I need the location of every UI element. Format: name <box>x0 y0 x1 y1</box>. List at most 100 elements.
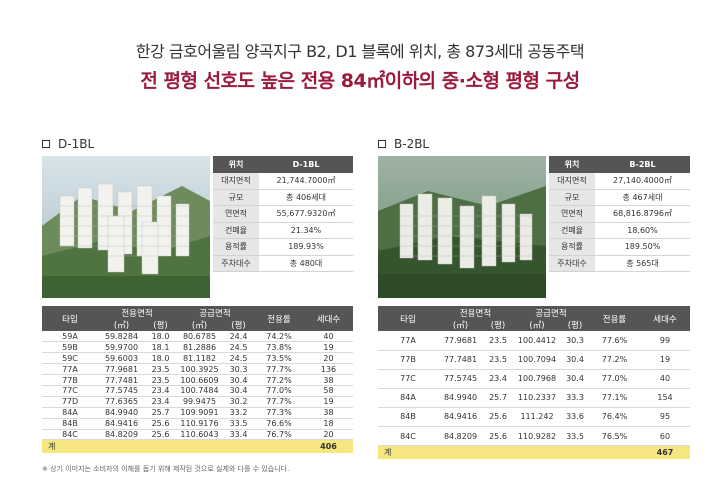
supply-m2-cell: 100.7968 <box>513 369 561 389</box>
unit-table-b2: 타입 전용면적 공급면적 전용률 세대수 (㎡) (평) (㎡) (평) 77A… <box>378 306 690 459</box>
table-row: 77B 77.7481 23.5 100.6609 30.4 77.2% 38 <box>42 374 353 386</box>
info-label: 위치 <box>213 156 259 173</box>
info-table-b2: 위치 B-2BL 대지면적 27,140.4000㎡ 규모 총 467세대 연면적 68,81… <box>549 156 690 272</box>
ratio-cell: 73.8% <box>254 341 304 354</box>
table-row: 84A 84.9940 25.7 110.2337 33.3 77.1% 154 <box>378 388 690 408</box>
count-cell: 38 <box>304 407 353 419</box>
supply-m2-cell: 81.2886 <box>176 341 223 354</box>
excl-m2-cell: 84.8209 <box>438 426 483 447</box>
ratio-cell: 77.3% <box>254 407 304 419</box>
total-count: 467 <box>640 445 690 459</box>
excl-py-cell: 23.4 <box>483 369 513 389</box>
unit-pyeong: (평) <box>561 319 589 331</box>
count-cell: 38 <box>304 374 353 386</box>
col-exclusive-area: 전용면적 <box>98 306 176 319</box>
type-cell: 77A <box>378 331 438 351</box>
supply-py-cell: 24.5 <box>223 352 254 365</box>
info-value: B-2BL <box>595 156 690 173</box>
unit-m2: (㎡) <box>438 319 483 331</box>
type-cell: 84B <box>42 418 98 430</box>
col-ratio: 전용률 <box>589 306 640 331</box>
info-value: 55,677.9320㎡ <box>259 205 353 223</box>
table-row: 84A 84.9940 25.7 109.9091 33.2 77.3% 38 <box>42 407 353 419</box>
info-header-row: 위치 B-2BL <box>549 156 690 173</box>
info-value: 총 565대 <box>595 255 690 272</box>
excl-py-cell: 23.5 <box>145 363 176 376</box>
col-exclusive-area: 전용면적 <box>438 306 513 319</box>
excl-py-cell: 18.0 <box>145 331 176 343</box>
excl-py-cell: 23.4 <box>145 385 176 397</box>
table-row: 59B 59.9700 18.1 81.2886 24.5 73.8% 19 <box>42 341 353 354</box>
info-row: 연면적 55,677.9320㎡ <box>213 205 353 223</box>
ratio-cell: 77.1% <box>589 388 640 408</box>
block-title-label: B-2BL <box>394 137 430 151</box>
supply-m2-cell: 80.6785 <box>176 331 223 343</box>
excl-m2-cell: 59.9700 <box>98 341 145 354</box>
count-cell: 136 <box>304 363 353 376</box>
col-supply-area: 공급면적 <box>513 306 589 319</box>
supply-py-cell: 24.4 <box>223 331 254 343</box>
info-value: 189.50% <box>595 238 690 256</box>
info-label: 용적률 <box>213 238 259 256</box>
supply-m2-cell: 111.242 <box>513 407 561 427</box>
info-row: 용적률 189.93% <box>213 238 353 256</box>
unit-pyeong: (평) <box>483 319 513 331</box>
supply-py-cell: 30.4 <box>223 374 254 386</box>
count-cell: 20 <box>304 429 353 441</box>
table-row: 77A 77.9681 23.5 100.3925 30.3 77.7% 136 <box>42 363 353 376</box>
supply-m2-cell: 110.2337 <box>513 388 561 408</box>
supply-py-cell: 30.4 <box>561 350 589 370</box>
info-value: 21.34% <box>259 222 353 239</box>
unit-pyeong: (평) <box>145 319 176 331</box>
supply-py-cell: 33.2 <box>223 407 254 419</box>
block-title-label: D-1BL <box>58 137 95 151</box>
type-cell: 84C <box>378 426 438 447</box>
supply-m2-cell: 100.3925 <box>176 363 223 376</box>
count-cell: 154 <box>640 388 690 408</box>
ratio-cell: 76.5% <box>589 426 640 447</box>
info-table-d1: 위치 D-1BL 대지면적 21,744.7000㎡ 규모 총 406세대 연면적 55,67… <box>213 156 353 272</box>
type-cell: 77D <box>42 396 98 408</box>
col-supply-area: 공급면적 <box>176 306 254 319</box>
excl-m2-cell: 77.5745 <box>438 369 483 389</box>
square-bullet-icon <box>378 140 386 148</box>
total-label: 계 <box>378 445 438 459</box>
block-title-d1: D-1BL <box>42 137 94 151</box>
supply-py-cell: 30.3 <box>561 331 589 351</box>
block-title-b2: B-2BL <box>378 137 429 151</box>
supply-m2-cell: 100.4412 <box>513 331 561 351</box>
ratio-cell: 77.0% <box>254 385 304 397</box>
excl-py-cell: 23.5 <box>483 331 513 351</box>
excl-m2-cell: 84.9416 <box>438 407 483 427</box>
excl-m2-cell: 77.9681 <box>98 363 145 376</box>
excl-m2-cell: 77.9681 <box>438 331 483 351</box>
total-label: 계 <box>42 439 98 453</box>
supply-py-cell: 30.4 <box>223 385 254 397</box>
type-cell: 77C <box>378 369 438 389</box>
excl-py-cell: 23.5 <box>483 350 513 370</box>
count-cell: 99 <box>640 331 690 351</box>
info-label: 건폐율 <box>549 222 595 239</box>
info-label: 위치 <box>549 156 595 173</box>
info-row: 건폐율 21.34% <box>213 222 353 239</box>
info-value: 21,744.7000㎡ <box>259 172 353 190</box>
info-value: 27,140.4000㎡ <box>595 172 690 190</box>
table-row: 77A 77.9681 23.5 100.4412 30.3 77.6% 99 <box>378 331 690 351</box>
info-header-row: 위치 D-1BL <box>213 156 353 173</box>
supply-m2-cell: 110.9282 <box>513 426 561 447</box>
unit-pyeong: (평) <box>223 319 254 331</box>
type-cell: 59B <box>42 341 98 354</box>
info-value: 189.93% <box>259 238 353 256</box>
total-count: 406 <box>304 439 353 453</box>
ratio-cell: 77.6% <box>589 331 640 351</box>
table-row: 84B 84.9416 25.6 110.9176 33.5 76.6% 18 <box>42 418 353 430</box>
ratio-cell: 77.2% <box>589 350 640 370</box>
info-row: 주차대수 총 565대 <box>549 255 690 272</box>
ratio-cell: 77.7% <box>254 363 304 376</box>
count-cell: 40 <box>640 369 690 389</box>
excl-py-cell: 25.6 <box>483 426 513 447</box>
excl-m2-cell: 59.6003 <box>98 352 145 365</box>
table-row: 59C 59.6003 18.0 81.1182 24.5 73.5% 20 <box>42 352 353 365</box>
info-label: 규모 <box>549 189 595 206</box>
square-bullet-icon <box>42 140 50 148</box>
